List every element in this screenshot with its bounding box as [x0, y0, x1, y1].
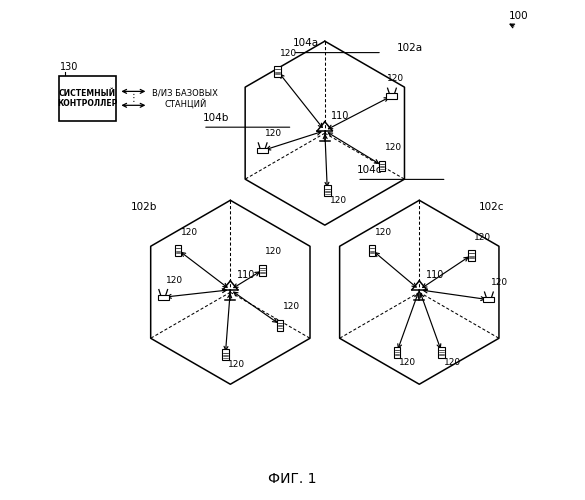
Text: 104a: 104a: [292, 38, 319, 48]
Text: ФИГ. 1: ФИГ. 1: [269, 472, 316, 486]
Text: 120: 120: [283, 302, 300, 311]
Bar: [259, 265, 266, 276]
Bar: [274, 66, 281, 77]
Bar: [438, 347, 445, 358]
Text: ⋮: ⋮: [129, 94, 138, 104]
Text: 120: 120: [474, 232, 491, 241]
Text: 120: 120: [265, 248, 283, 256]
Bar: [378, 160, 386, 172]
Bar: [175, 245, 181, 256]
Bar: [277, 320, 283, 330]
Text: 102c: 102c: [479, 202, 504, 212]
Text: 120: 120: [374, 228, 392, 236]
Text: 120: 120: [330, 196, 347, 205]
Text: 120: 120: [181, 228, 198, 236]
Text: 120: 120: [444, 358, 462, 367]
Bar: [394, 347, 400, 358]
Text: 104b: 104b: [203, 112, 229, 122]
Text: 120: 120: [384, 143, 402, 152]
Text: 100: 100: [509, 11, 528, 21]
Text: 110: 110: [426, 270, 444, 280]
Text: 104c: 104c: [357, 165, 383, 175]
Text: 120: 120: [265, 129, 283, 138]
Bar: [158, 294, 168, 300]
Text: 120: 120: [166, 276, 183, 285]
Text: В/ИЗ БАЗОВЫХ
СТАНЦИЙ: В/ИЗ БАЗОВЫХ СТАНЦИЙ: [152, 88, 218, 108]
Bar: [257, 148, 268, 154]
Text: 130: 130: [60, 62, 78, 72]
Bar: [468, 250, 475, 261]
Bar: [222, 350, 229, 360]
FancyBboxPatch shape: [59, 76, 116, 120]
Bar: [387, 93, 397, 98]
Text: 102a: 102a: [397, 43, 423, 53]
Bar: [369, 245, 376, 256]
Text: 120: 120: [387, 74, 404, 84]
Text: 102b: 102b: [131, 202, 157, 212]
Text: 110: 110: [237, 270, 255, 280]
Bar: [483, 297, 494, 302]
Bar: [324, 186, 331, 196]
Text: 120: 120: [228, 360, 245, 370]
Text: 120: 120: [280, 48, 297, 58]
Text: СИСТЕМНЫЙ
КОНТРОЛЛЕР: СИСТЕМНЫЙ КОНТРОЛЛЕР: [57, 88, 118, 108]
Text: 110: 110: [331, 110, 350, 120]
Text: 120: 120: [491, 278, 508, 287]
Text: 120: 120: [400, 358, 417, 367]
